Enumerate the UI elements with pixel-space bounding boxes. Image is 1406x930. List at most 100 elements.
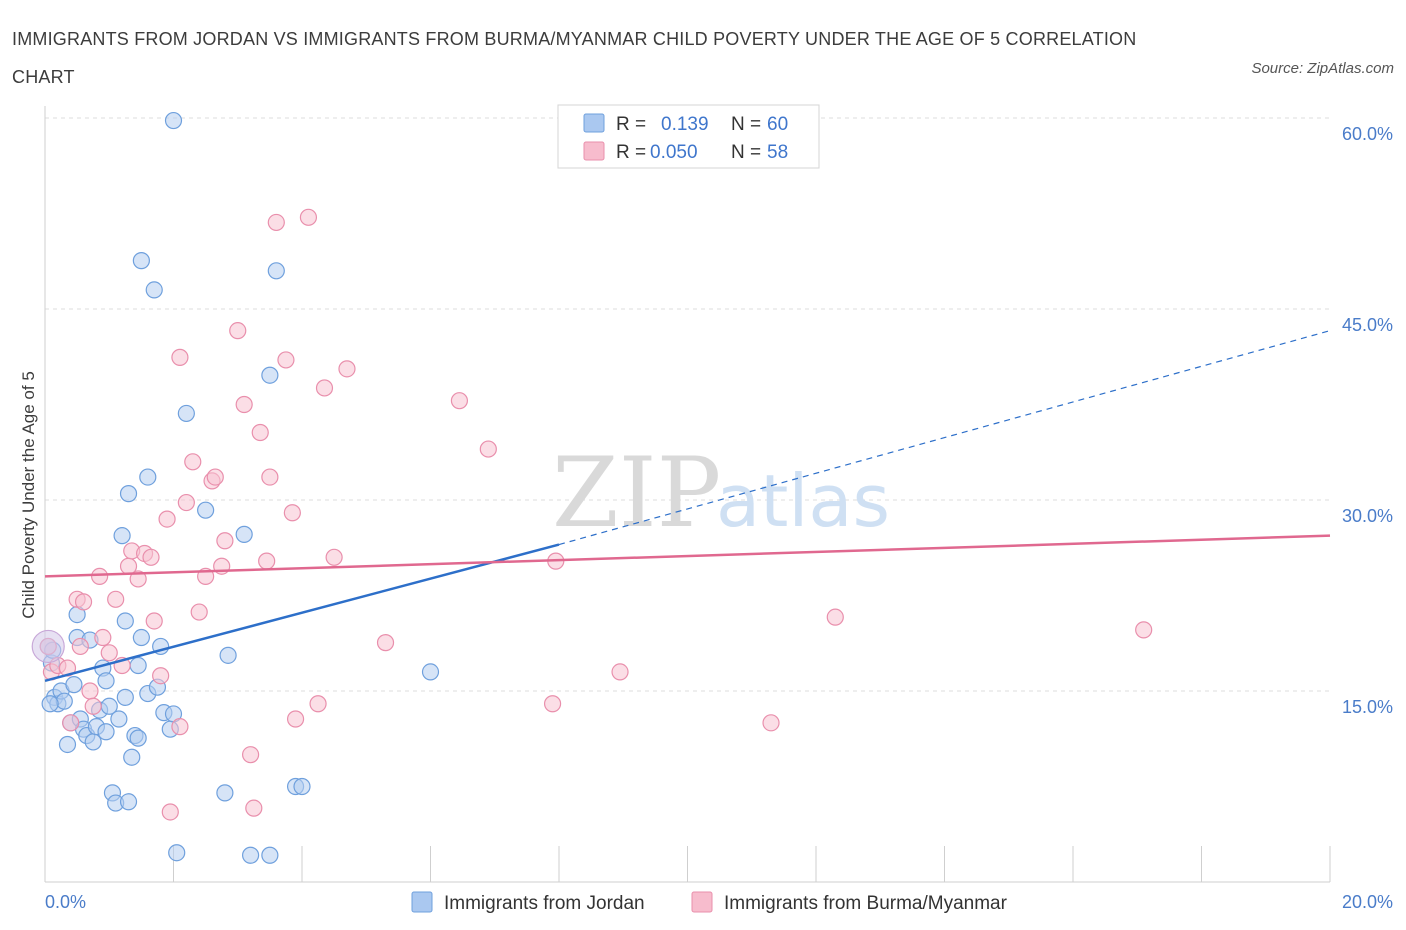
point-burma-13 [107, 590, 125, 608]
point-burma-37 [245, 799, 263, 817]
x-tick-label-min: 0.0% [45, 892, 86, 912]
trend-line-burma [44, 534, 1331, 578]
point-burma-57 [826, 608, 844, 626]
point-burma-41 [267, 213, 285, 232]
point-jordan-58 [41, 695, 59, 713]
point-burma-56 [762, 714, 780, 732]
point-jordan-19 [97, 672, 115, 690]
point-jordan-27 [116, 688, 134, 706]
legend-r-value-burma: 0.050 [650, 142, 698, 163]
point-burma-51 [450, 392, 469, 410]
point-jordan-45 [168, 844, 186, 862]
legend-n-label-jordan: N = [731, 114, 761, 135]
series-legend: Immigrants from Jordan Immigrants from B… [411, 891, 1008, 914]
point-jordan-8 [65, 676, 83, 694]
point-burma-23 [161, 803, 179, 821]
legend-r-value-jordan: 0.139 [661, 114, 709, 135]
legend-n-value-burma: 58 [767, 142, 788, 163]
trend-line-jordan [44, 543, 560, 683]
legend-n-value-jordan: 60 [767, 114, 788, 135]
point-jordan-6 [58, 735, 77, 754]
point-jordan-56 [293, 777, 311, 796]
point-burma-27 [184, 453, 202, 471]
point-cluster-overlap [31, 629, 65, 664]
point-jordan-33 [129, 656, 147, 675]
point-burma-45 [299, 208, 318, 226]
point-jordan-24 [110, 710, 128, 728]
point-burma-43 [283, 504, 301, 522]
point-burma-6 [71, 637, 89, 656]
chart-title: IMMIGRANTS FROM JORDAN VS IMMIGRANTS FRO… [12, 29, 1137, 87]
point-burma-11 [94, 628, 112, 647]
axes [44, 106, 1331, 883]
point-burma-49 [338, 360, 356, 378]
point-jordan-20 [97, 723, 115, 741]
point-jordan-43 [164, 111, 183, 130]
point-burma-9 [84, 697, 102, 715]
point-burma-53 [543, 695, 562, 713]
point-jordan-53 [261, 366, 279, 384]
point-burma-31 [206, 468, 224, 486]
point-jordan-28 [119, 793, 138, 811]
point-jordan-26 [116, 612, 134, 630]
point-burma-34 [229, 322, 247, 340]
series-legend-label-burma: Immigrants from Burma/Myanmar [724, 893, 1008, 914]
point-jordan-34 [132, 628, 150, 647]
point-burma-24 [171, 718, 189, 736]
point-burma-33 [216, 532, 234, 550]
point-burma-17 [129, 570, 147, 588]
point-jordan-46 [177, 404, 195, 423]
x-tick-label-max: 20.0% [1342, 892, 1393, 912]
point-burma-25 [171, 348, 189, 366]
point-jordan-50 [235, 525, 253, 543]
point-jordan-51 [242, 846, 260, 864]
point-burma-21 [152, 667, 170, 685]
point-jordan-38 [145, 281, 163, 299]
legend-swatch-burma [583, 141, 605, 161]
point-burma-12 [100, 644, 118, 662]
point-burma-4 [62, 714, 80, 732]
point-burma-40 [261, 468, 279, 486]
point-burma-39 [258, 552, 276, 570]
watermark-zip: ZIP [552, 437, 721, 549]
point-burma-50 [376, 634, 395, 652]
point-burma-46 [309, 695, 327, 713]
point-jordan-57 [421, 663, 440, 681]
point-jordan-48 [216, 784, 234, 802]
point-jordan-35 [132, 252, 150, 270]
legend-r-label-burma: R = [616, 142, 646, 163]
point-burma-19 [142, 548, 160, 566]
point-jordan-52 [261, 846, 279, 864]
y-tick-label-0: 15.0% [1342, 697, 1393, 717]
point-jordan-29 [119, 485, 138, 503]
series-legend-swatch-jordan [411, 891, 433, 913]
point-burma-22 [158, 510, 176, 528]
point-burma-48 [325, 548, 343, 566]
tick-labels: 15.0% 30.0% 45.0% 60.0% 0.0% 20.0% [45, 124, 1393, 912]
point-jordan-36 [139, 468, 157, 486]
point-jordan-47 [197, 501, 215, 519]
point-burma-47 [315, 379, 334, 397]
y-axis-label: Child Poverty Under the Age of 5 [19, 371, 38, 619]
series-legend-swatch-burma [691, 891, 713, 913]
point-jordan-54 [267, 262, 285, 280]
point-burma-26 [177, 493, 195, 512]
point-burma-58 [1135, 621, 1153, 639]
chart-source: Source: ZipAtlas.com [1251, 60, 1394, 77]
point-burma-7 [74, 593, 93, 611]
point-jordan-49 [219, 646, 237, 664]
point-jordan-5 [55, 692, 73, 710]
point-burma-42 [277, 351, 295, 369]
legend-swatch-jordan [583, 113, 605, 133]
point-burma-38 [251, 423, 269, 442]
y-tick-label-2: 45.0% [1342, 315, 1393, 335]
legend-r-label-jordan: R = [616, 114, 646, 135]
y-tick-label-1: 30.0% [1342, 506, 1393, 526]
point-burma-52 [479, 440, 497, 458]
stats-legend: R = 0.139 N = 60 R = 0.050 N = 58 [557, 104, 820, 169]
point-jordan-30 [123, 748, 141, 766]
trend-line-jordan-extrapolated [558, 330, 1331, 546]
point-burma-35 [235, 395, 253, 414]
watermark-atlas: atlas [716, 459, 890, 543]
